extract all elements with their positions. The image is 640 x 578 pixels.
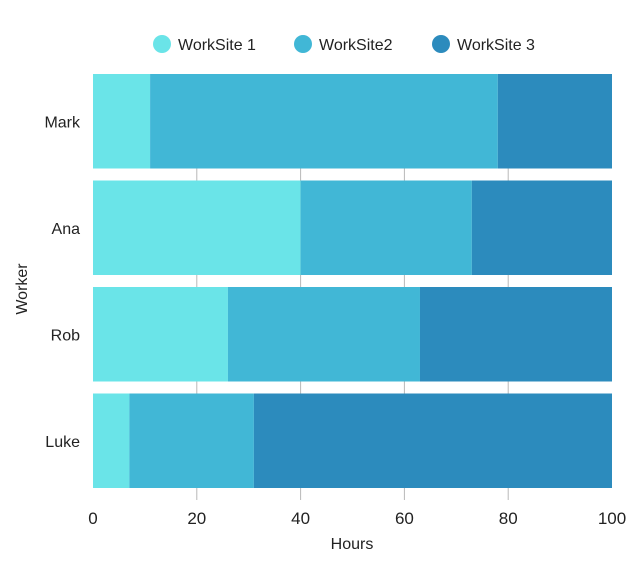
- x-tick-20: 20: [187, 509, 206, 528]
- x-tick-labels: 0 20 40 60 80 100: [88, 509, 626, 528]
- category-label-rob: Rob: [51, 327, 80, 344]
- bar-luke-series-3: [254, 394, 612, 489]
- legend-label-3: WorkSite 3: [457, 37, 535, 54]
- bar-rob-series-3: [420, 287, 612, 382]
- bar-luke-series-1: [93, 394, 129, 489]
- category-label-luke: Luke: [45, 434, 80, 451]
- bar-mark-series-2: [150, 74, 498, 169]
- bar-ana-series-1: [93, 181, 301, 276]
- x-axis-title: Hours: [331, 536, 374, 553]
- x-tick-100: 100: [598, 509, 626, 528]
- x-tick-0: 0: [88, 509, 97, 528]
- legend-label-1: WorkSite 1: [178, 37, 256, 54]
- bar-mark-series-1: [93, 74, 150, 169]
- legend-label-2: WorkSite2: [319, 37, 393, 54]
- legend-swatch-2: [294, 35, 312, 53]
- x-tick-60: 60: [395, 509, 414, 528]
- x-tick-40: 40: [291, 509, 310, 528]
- legend-swatch-3: [432, 35, 450, 53]
- category-labels: Mark Ana Rob Luke: [44, 114, 81, 451]
- bar-ana-series-2: [301, 181, 472, 276]
- category-label-mark: Mark: [44, 114, 81, 131]
- bar-rob-series-1: [93, 287, 228, 382]
- legend: WorkSite 1 WorkSite2 WorkSite 3: [153, 35, 535, 54]
- category-label-ana: Ana: [52, 221, 81, 238]
- bar-rob-series-2: [228, 287, 420, 382]
- x-tick-80: 80: [499, 509, 518, 528]
- bar-luke-series-2: [129, 394, 254, 489]
- bars: [93, 74, 612, 488]
- legend-swatch-1: [153, 35, 171, 53]
- bar-ana-series-3: [472, 181, 612, 276]
- bar-mark-series-3: [498, 74, 612, 169]
- y-axis-title: Worker: [14, 263, 31, 315]
